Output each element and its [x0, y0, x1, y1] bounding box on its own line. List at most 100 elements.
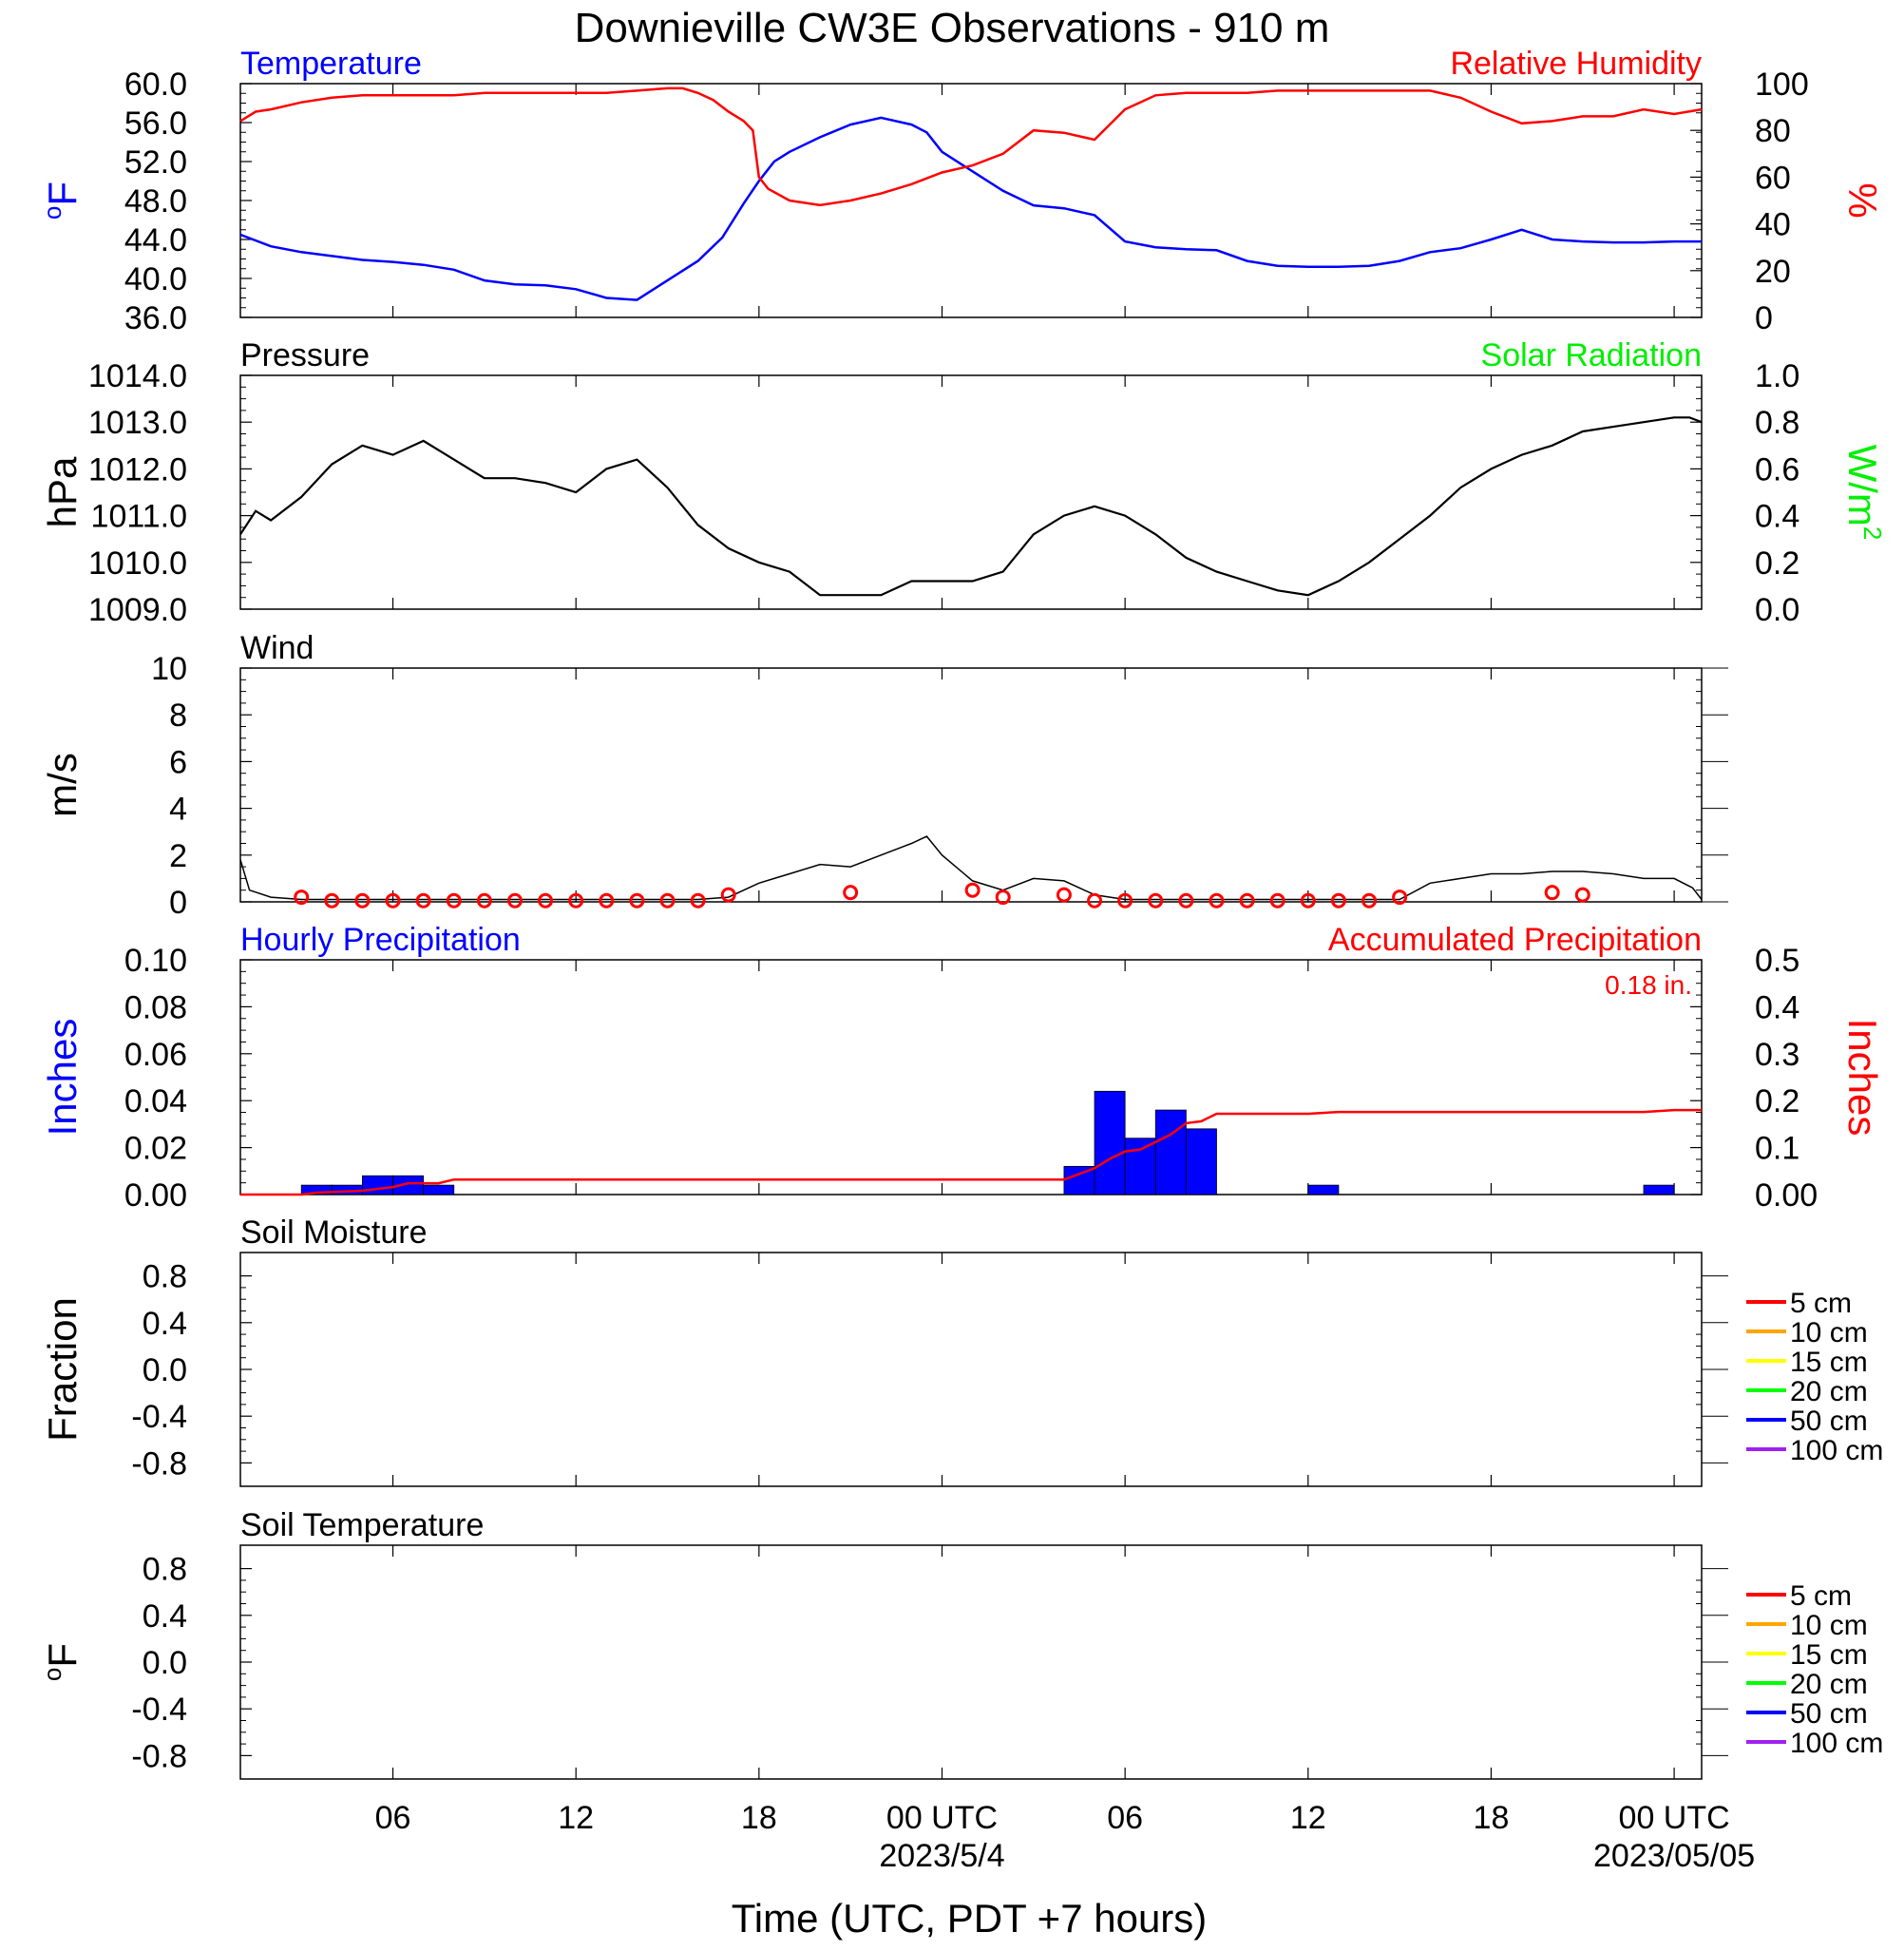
legend-label: 50 cm: [1790, 1698, 1868, 1730]
accumulated-total-label: 0.18 in.: [1605, 970, 1692, 1000]
legend-label: 100 cm: [1790, 1728, 1883, 1759]
y-tick-label: 0.06: [124, 1037, 187, 1073]
wind-calm-marker: [1117, 892, 1133, 909]
y-tick-label: 1010.0: [88, 545, 187, 582]
y-tick-label: 0.4: [143, 1306, 187, 1342]
y-tick-label-right: 0.1: [1755, 1131, 1799, 1167]
y-tick-label: 0.02: [124, 1131, 187, 1167]
superscript: 2: [1858, 526, 1887, 540]
wind-calm-marker: [354, 892, 371, 909]
y-tick-label: 0.8: [143, 1259, 187, 1295]
x-date-label: 2023/5/4: [879, 1838, 1004, 1874]
wind-calm-marker: [1148, 892, 1164, 909]
y-tick-label: 36.0: [124, 300, 187, 336]
y-tick-label-right: 20: [1755, 254, 1791, 290]
legend-label: 50 cm: [1790, 1406, 1868, 1437]
y-tick-label-right: 0.4: [1755, 499, 1799, 535]
wind-calm-marker: [629, 892, 645, 909]
y-axis-label: Fraction: [40, 1297, 85, 1442]
wind-calm-marker: [294, 889, 310, 906]
y-tick-label: 6: [169, 744, 187, 780]
legend-label: 5 cm: [1790, 1288, 1852, 1319]
x-date-label: 2023/05/05: [1593, 1838, 1755, 1874]
y-tick-label: 8: [169, 698, 187, 734]
panel-temperature: 60.056.052.048.044.040.036.0 100 80 60 40 20 0…: [38, 46, 1885, 336]
y-axis-label: oF: [38, 1643, 85, 1681]
temperature-line: [239, 116, 1702, 301]
y-axis-label: hPa: [40, 456, 85, 527]
y-tick-label: 4: [169, 792, 187, 828]
degree-symbol: o: [38, 206, 67, 220]
legend-label: 100 cm: [1790, 1435, 1883, 1466]
y-tick-label: 0.8: [143, 1552, 187, 1588]
x-tick-label: 00 UTC: [1619, 1800, 1730, 1836]
legend-label: 15 cm: [1790, 1347, 1868, 1378]
y-tick-label: 0.0: [143, 1352, 187, 1388]
y-tick-label: -0.4: [131, 1692, 187, 1728]
wind-calm-marker: [690, 892, 706, 909]
figure-title: Downieville CW3E Observations - 910 m: [575, 5, 1330, 51]
wind-calm-marker: [1300, 892, 1316, 909]
y-axis-label-right: Inches: [1840, 1019, 1885, 1137]
panel-hourly-precipitation: 0.10 0.08 0.06 0.04 0.02 0.00 0.5 0.4 0.3 0.2 0.1 0…: [40, 922, 1885, 1214]
panel-pressure: 1014.0 1013.0 1012.0 1011.0 1010.0 1009.0 1.0 0…: [40, 337, 1887, 628]
wind-calm-marker: [659, 892, 676, 909]
y-tick-label-right: 0.0: [1755, 592, 1799, 628]
precip-bar: [1185, 1128, 1217, 1195]
wind-calm-marker: [1056, 887, 1072, 903]
precip-bar: [1643, 1184, 1675, 1195]
wind-calm-marker: [1269, 892, 1285, 909]
legend-label: 20 cm: [1790, 1376, 1868, 1407]
panel-title-right: Solar Radiation: [1481, 337, 1702, 373]
y-tick-label: 1012.0: [88, 451, 187, 488]
wind-calm-marker: [1178, 892, 1194, 909]
panel-title-left: Hourly Precipitation: [240, 922, 521, 958]
y-tick-label: 0: [169, 885, 187, 921]
accumulated-precip-line: [240, 1108, 1702, 1196]
plot-frame: [239, 83, 1703, 318]
y-tick-label: 0.4: [143, 1598, 187, 1635]
y-tick-label: 56.0: [124, 105, 187, 142]
x-tick-label: 06: [375, 1800, 411, 1836]
y-tick-label-right: 0.2: [1755, 545, 1799, 582]
y-axis-label: Inches: [40, 1019, 85, 1137]
plot-frame: [239, 959, 1703, 1195]
y-tick-label: 1011.0: [91, 499, 187, 535]
panel-title-left: Pressure: [240, 337, 370, 373]
y-tick-label: 0.00: [124, 1177, 187, 1214]
wind-calm-marker: [599, 892, 615, 909]
y-tick-label: 44.0: [124, 222, 187, 258]
y-tick-label: -0.8: [131, 1445, 187, 1482]
y-tick-label: 0.08: [124, 989, 187, 1025]
wind-calm-marker: [324, 892, 340, 909]
y-tick-label: 1013.0: [88, 405, 187, 441]
x-axis-label: Time (UTC, PDT +7 hours): [732, 1896, 1208, 1941]
wind-calm-marker: [843, 885, 859, 901]
pressure-line: [239, 416, 1703, 597]
x-tick-label: 12: [1290, 1800, 1326, 1836]
wind-calm-marker: [1544, 885, 1560, 901]
y-axis-label: m/s: [40, 753, 85, 817]
panel-wind: 10 8 6 4 2 0 Wind m/s: [40, 630, 1728, 921]
panel-soil-moisture: 0.8 0.4 0.0 -0.4 -0.8 Soil Moisture Fraction 5 …: [40, 1215, 1883, 1487]
precip-bar: [1094, 1090, 1126, 1195]
y-tick-label-right: 0: [1755, 300, 1773, 336]
y-tick-label-right: 80: [1755, 113, 1791, 149]
y-tick-label-right: 0.00: [1755, 1177, 1818, 1214]
wind-calm-marker: [506, 892, 523, 909]
wind-calm-marker: [538, 892, 554, 909]
y-tick-label-right: 0.3: [1755, 1037, 1799, 1073]
panel-title-left: Soil Moisture: [240, 1215, 428, 1251]
legend-label: 10 cm: [1790, 1610, 1868, 1641]
wind-calm-marker: [1574, 887, 1590, 903]
precip-bar: [1124, 1138, 1156, 1195]
panel-title-left: Wind: [240, 630, 314, 666]
panel-title-left: Temperature: [240, 46, 422, 82]
legend-label: 5 cm: [1790, 1580, 1852, 1612]
panels: 60.056.052.048.044.040.036.0100806040200…: [38, 46, 1887, 1874]
unit-letter: F: [40, 182, 85, 206]
y-tick-label-right: 0.5: [1755, 943, 1799, 979]
legend-label: 10 cm: [1790, 1317, 1868, 1348]
wind-calm-marker: [995, 889, 1011, 906]
